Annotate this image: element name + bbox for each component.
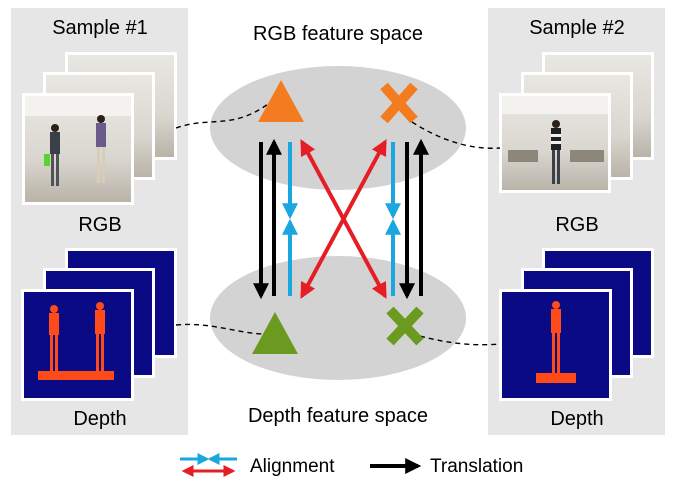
sample2-rgb-stack bbox=[499, 52, 654, 193]
sample1-depth-stack bbox=[21, 248, 177, 401]
rgb-feature-space bbox=[210, 66, 466, 190]
sample1-title: Sample #1 bbox=[52, 17, 148, 39]
connector-sample1-rgb bbox=[175, 103, 269, 129]
connector-sample2-rgb bbox=[411, 121, 501, 149]
person-figure bbox=[44, 124, 60, 186]
depth-space-label: Depth feature space bbox=[248, 405, 428, 427]
connector-sample2-depth bbox=[419, 335, 501, 346]
depth-feature-space bbox=[210, 256, 466, 380]
sample2-depth-cross-icon bbox=[386, 306, 424, 346]
person-figure bbox=[96, 115, 106, 183]
sample1-rgb-triangle-icon bbox=[258, 80, 304, 122]
alignment-legend-label: Alignment bbox=[250, 456, 335, 477]
alignment-arrow-red-cross-2 bbox=[300, 139, 387, 299]
sample1-depth-triangle-icon bbox=[252, 312, 298, 354]
sample1-rgb-stack bbox=[22, 52, 177, 205]
depth-person-figure bbox=[536, 301, 576, 383]
sample1-depth-label: Depth bbox=[73, 408, 126, 430]
person-figure bbox=[551, 120, 561, 184]
sample1-rgb-label: RGB bbox=[78, 214, 121, 236]
alignment-legend-icon bbox=[180, 453, 237, 477]
sample2-depth-label: Depth bbox=[550, 408, 603, 430]
connector-sample1-depth bbox=[175, 323, 263, 335]
depth-person-figure bbox=[38, 302, 114, 380]
sample2-rgb-label: RGB bbox=[555, 214, 598, 236]
sample2-depth-stack bbox=[499, 248, 654, 401]
legend: Alignment Translation bbox=[180, 453, 523, 477]
translation-legend-label: Translation bbox=[430, 456, 523, 477]
rgb-space-label: RGB feature space bbox=[253, 23, 423, 45]
sample2-rgb-cross-icon bbox=[380, 82, 418, 124]
sample2-title: Sample #2 bbox=[529, 17, 625, 39]
